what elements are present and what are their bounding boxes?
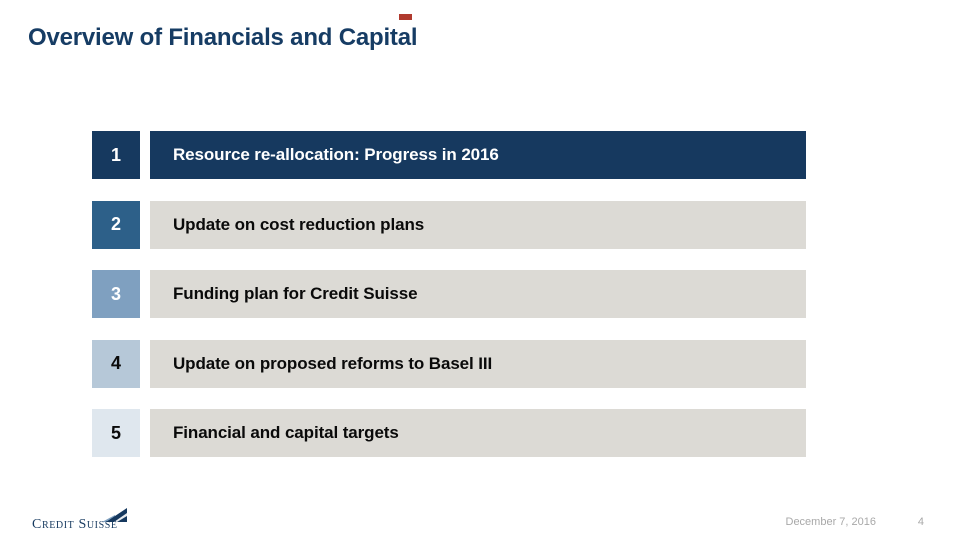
agenda-item-label: Update on proposed reforms to Basel III — [150, 339, 806, 388]
footer-date: December 7, 2016 — [785, 516, 877, 528]
agenda-item-label: Funding plan for Credit Suisse — [150, 270, 806, 319]
agenda-item-label: Resource re-allocation: Progress in 2016 — [150, 131, 806, 179]
agenda-row-5: 5 Financial and capital targets — [92, 409, 806, 458]
slide-title: Overview of Financials and Capital — [28, 24, 418, 51]
agenda-list: 1 Resource re-allocation: Progress in 20… — [92, 131, 806, 458]
agenda-number-badge: 2 — [92, 200, 140, 249]
agenda-number-badge: 5 — [92, 409, 140, 458]
agenda-row-3: 3 Funding plan for Credit Suisse — [92, 270, 806, 319]
agenda-row-1: 1 Resource re-allocation: Progress in 20… — [92, 131, 806, 179]
agenda-item-label: Financial and capital targets — [150, 409, 806, 458]
credit-suisse-logo: Credit Suisse — [32, 508, 136, 533]
logo-wordmark: Credit Suisse — [32, 517, 118, 532]
agenda-row-2: 2 Update on cost reduction plans — [92, 200, 806, 249]
sail-icon — [102, 508, 127, 522]
agenda-row-4: 4 Update on proposed reforms to Basel II… — [92, 339, 806, 388]
red-accent-mark — [399, 14, 412, 20]
agenda-number-badge: 3 — [92, 270, 140, 319]
agenda-item-label: Update on cost reduction plans — [150, 200, 806, 249]
page-number: 4 — [917, 516, 924, 528]
agenda-number-badge: 4 — [92, 339, 140, 388]
agenda-number-badge: 1 — [92, 131, 140, 179]
